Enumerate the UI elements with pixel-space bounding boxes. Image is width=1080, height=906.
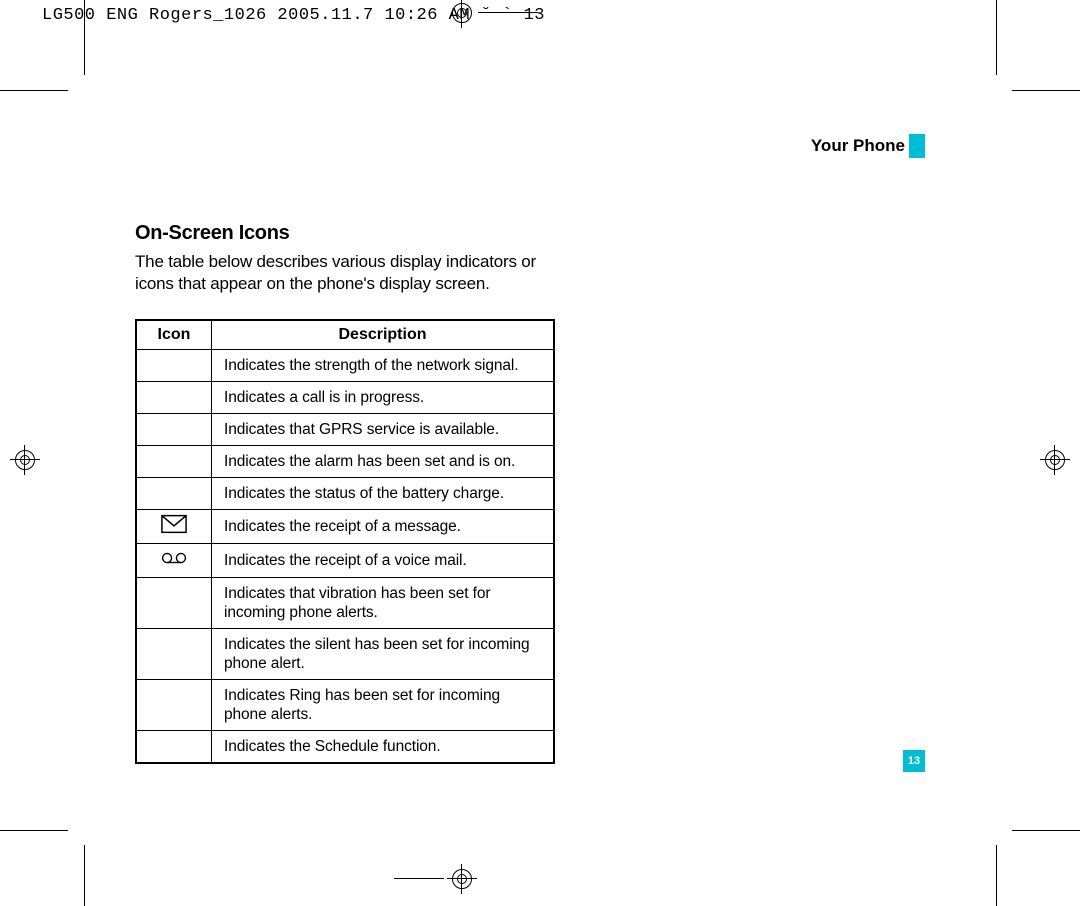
table-row: Indicates a call is in progress. xyxy=(136,382,554,414)
icon-description: Indicates the alarm has been set and is … xyxy=(212,446,555,478)
table-row: Indicates that GPRS service is available… xyxy=(136,414,554,446)
icon-cell-empty xyxy=(136,731,212,764)
page-number-badge: 13 xyxy=(903,750,925,772)
icon-description: Indicates the Schedule function. xyxy=(212,731,555,764)
icon-cell-empty xyxy=(136,414,212,446)
section-header: Your Phone xyxy=(811,134,925,158)
icon-description: Indicates the silent has been set for in… xyxy=(212,629,555,680)
page-content: On-Screen Icons The table below describe… xyxy=(135,222,555,764)
icon-cell-empty xyxy=(136,629,212,680)
icon-description: Indicates the receipt of a voice mail. xyxy=(212,544,555,578)
icon-cell-empty xyxy=(136,382,212,414)
icon-description: Indicates a call is in progress. xyxy=(212,382,555,414)
crop-line xyxy=(996,845,997,906)
icon-cell-empty xyxy=(136,680,212,731)
table-row: Indicates the receipt of a message. xyxy=(136,510,554,544)
page-heading: On-Screen Icons xyxy=(135,222,555,245)
crop-line xyxy=(1012,90,1080,91)
envelope-icon xyxy=(136,510,212,544)
table-row: Indicates the alarm has been set and is … xyxy=(136,446,554,478)
icon-description: Indicates the status of the battery char… xyxy=(212,478,555,510)
voicemail-icon xyxy=(136,544,212,578)
registration-mark-left xyxy=(12,447,38,473)
crop-line xyxy=(0,830,68,831)
icon-cell-empty xyxy=(136,350,212,382)
icon-description: Indicates the receipt of a message. xyxy=(212,510,555,544)
accent-block xyxy=(909,134,925,158)
table-row: Indicates that vibration has been set fo… xyxy=(136,578,554,629)
icon-description: Indicates the strength of the network si… xyxy=(212,350,555,382)
table-row: Indicates the status of the battery char… xyxy=(136,478,554,510)
section-header-text: Your Phone xyxy=(811,134,905,158)
crop-line xyxy=(394,878,444,879)
registration-mark-right xyxy=(1042,447,1068,473)
table-row: Indicates the receipt of a voice mail. xyxy=(136,544,554,578)
registration-mark-bottom xyxy=(449,866,475,892)
crop-line xyxy=(1012,830,1080,831)
crop-line xyxy=(478,12,538,13)
crop-line xyxy=(84,0,85,75)
registration-mark-top xyxy=(449,0,475,26)
intro-paragraph: The table below describes various displa… xyxy=(135,251,555,295)
table-row: Indicates the silent has been set for in… xyxy=(136,629,554,680)
table-row: Indicates the Schedule function. xyxy=(136,731,554,764)
icon-description: Indicates Ring has been set for incoming… xyxy=(212,680,555,731)
crop-line xyxy=(996,0,997,75)
icon-description: Indicates that vibration has been set fo… xyxy=(212,578,555,629)
crop-line xyxy=(0,90,68,91)
icon-description: Indicates that GPRS service is available… xyxy=(212,414,555,446)
table-row: Indicates Ring has been set for incoming… xyxy=(136,680,554,731)
icons-table: Icon Description Indicates the strength … xyxy=(135,319,555,764)
icon-cell-empty xyxy=(136,478,212,510)
table-row: Indicates the strength of the network si… xyxy=(136,350,554,382)
icon-cell-empty xyxy=(136,446,212,478)
crop-line xyxy=(84,845,85,906)
icon-cell-empty xyxy=(136,578,212,629)
table-header-description: Description xyxy=(212,320,555,350)
table-header-icon: Icon xyxy=(136,320,212,350)
